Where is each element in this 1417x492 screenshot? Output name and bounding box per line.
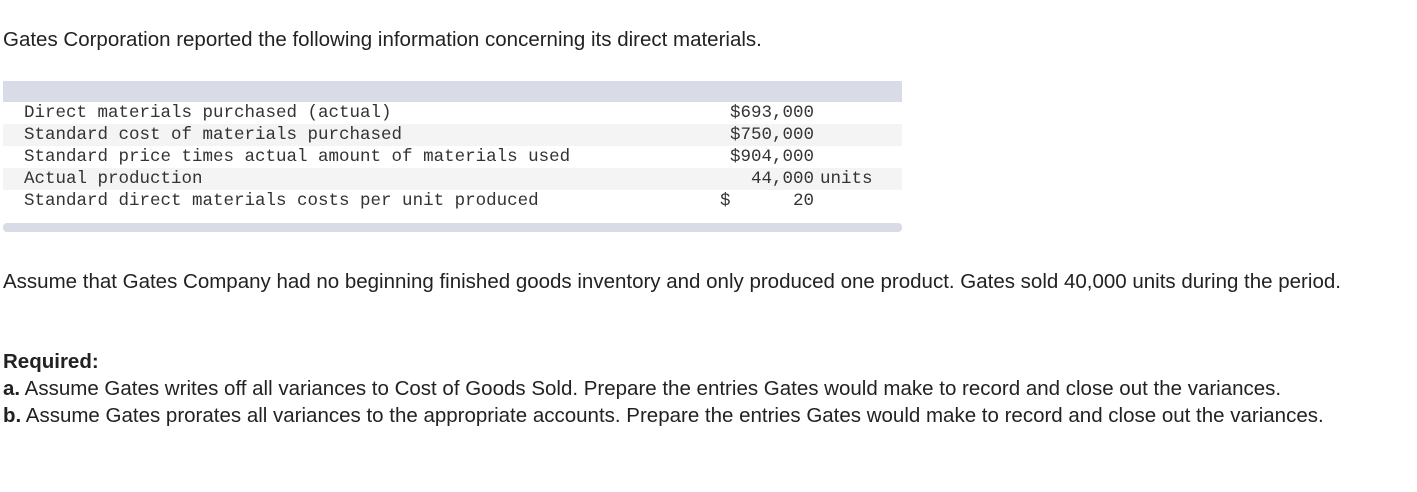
table-header-bar bbox=[3, 81, 902, 102]
row-label: Standard direct materials costs per unit… bbox=[24, 191, 539, 211]
row-label: Standard cost of materials purchased bbox=[24, 125, 403, 145]
requirement-a-label: a. bbox=[3, 377, 21, 400]
table-row: Standard price times actual amount of ma… bbox=[3, 146, 902, 168]
requirement-b: b. Assume Gates prorates all variances t… bbox=[3, 402, 1415, 429]
requirement-b-text: Assume Gates prorates all variances to t… bbox=[21, 404, 1324, 427]
requirement-b-label: b. bbox=[3, 404, 22, 427]
row-value: 44,000 bbox=[750, 169, 814, 189]
table-row: Actual production 44,000 units bbox=[3, 168, 902, 190]
row-label: Direct materials purchased (actual) bbox=[24, 103, 392, 123]
assumption-text: Assume that Gates Company had no beginni… bbox=[3, 270, 1341, 293]
table-footer-bar bbox=[3, 223, 902, 232]
intro-text: Gates Corporation reported the following… bbox=[3, 28, 762, 51]
row-label: Standard price times actual amount of ma… bbox=[24, 147, 571, 167]
row-value: $693,000 bbox=[729, 103, 814, 123]
row-value: 20 bbox=[792, 191, 814, 211]
table-row: Direct materials purchased (actual) $693… bbox=[3, 102, 902, 124]
row-value: $750,000 bbox=[729, 125, 814, 145]
row-value: $904,000 bbox=[729, 147, 814, 167]
required-section: Required: a. Assume Gates writes off all… bbox=[3, 348, 1415, 429]
row-label: Actual production bbox=[24, 169, 203, 189]
row-unit: units bbox=[820, 169, 873, 189]
table-row: Standard direct materials costs per unit… bbox=[3, 190, 902, 212]
materials-table: Direct materials purchased (actual) $693… bbox=[3, 81, 902, 232]
requirement-a-text: Assume Gates writes off all variances to… bbox=[20, 377, 1282, 400]
required-heading: Required: bbox=[3, 350, 99, 373]
table-row: Standard cost of materials purchased $75… bbox=[3, 124, 902, 146]
requirement-a: a. Assume Gates writes off all variances… bbox=[3, 375, 1415, 402]
row-currency-symbol: $ bbox=[720, 191, 731, 211]
